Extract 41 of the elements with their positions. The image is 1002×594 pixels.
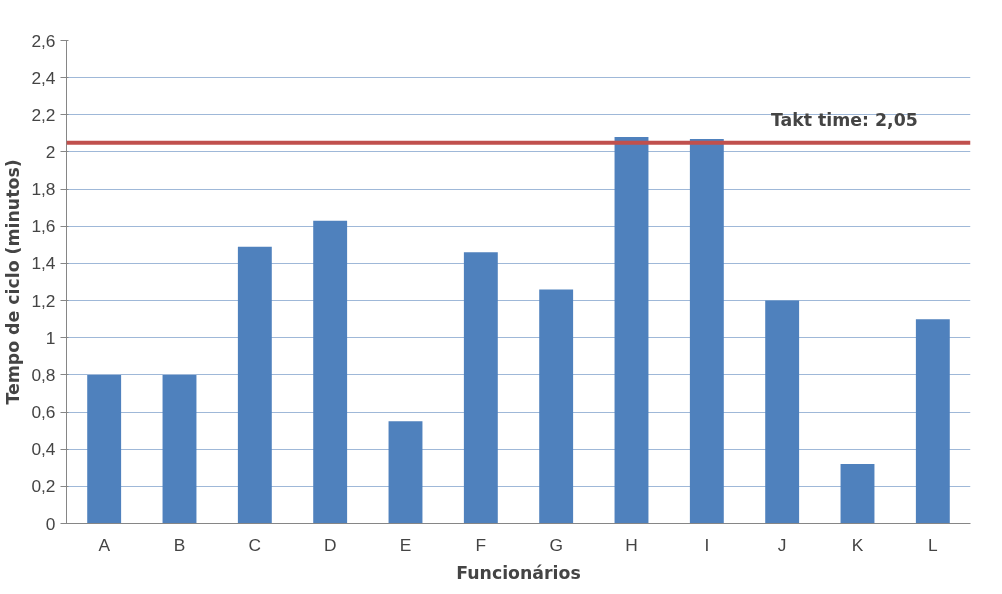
y-tick-label: 0,2 [31, 476, 56, 497]
bar [162, 374, 197, 524]
bar [614, 137, 649, 524]
bar [539, 289, 574, 524]
x-tick-label: L [928, 534, 939, 555]
bar [915, 319, 950, 524]
y-tick-label: 2,6 [31, 30, 56, 51]
y-tick-label: 0,6 [31, 402, 56, 423]
x-tick-label: F [475, 534, 487, 555]
bar [388, 421, 423, 524]
x-tick-label: J [777, 534, 787, 555]
bar [313, 220, 348, 524]
y-tick-label: 1,8 [31, 179, 56, 200]
bar [463, 252, 498, 524]
bar [689, 138, 724, 524]
y-tick-label: 1 [45, 327, 56, 348]
y-tick-label: 1,6 [31, 216, 56, 237]
y-axis-title: Tempo de ciclo (minutos) [3, 159, 24, 405]
y-tick-label: 2 [45, 141, 56, 162]
y-tick-label: 1,2 [31, 290, 56, 311]
x-tick-label: H [625, 534, 638, 555]
x-axis-title: Funcionários [456, 562, 581, 583]
y-tick-label: 2,2 [31, 104, 56, 125]
y-tick-label: 1,4 [31, 253, 56, 274]
ref-line-label: Takt time: 2,05 [770, 109, 918, 130]
y-tick-label: 2,4 [31, 67, 56, 88]
x-tick-label: E [399, 534, 412, 555]
x-tick-label: K [851, 534, 864, 555]
y-tick-label: 0,8 [31, 364, 56, 385]
bar [765, 300, 800, 524]
y-tick-label: 0 [45, 513, 56, 534]
x-tick-label: D [323, 534, 337, 555]
x-tick-label: B [173, 534, 186, 555]
x-tick-label: C [248, 534, 262, 555]
x-tick-label: I [704, 534, 710, 555]
x-tick-label: A [98, 534, 111, 555]
y-tick-label: 0,4 [31, 439, 56, 460]
bar [237, 246, 272, 524]
x-tick-label: G [549, 534, 563, 555]
bar [840, 464, 875, 524]
bar [87, 374, 122, 524]
